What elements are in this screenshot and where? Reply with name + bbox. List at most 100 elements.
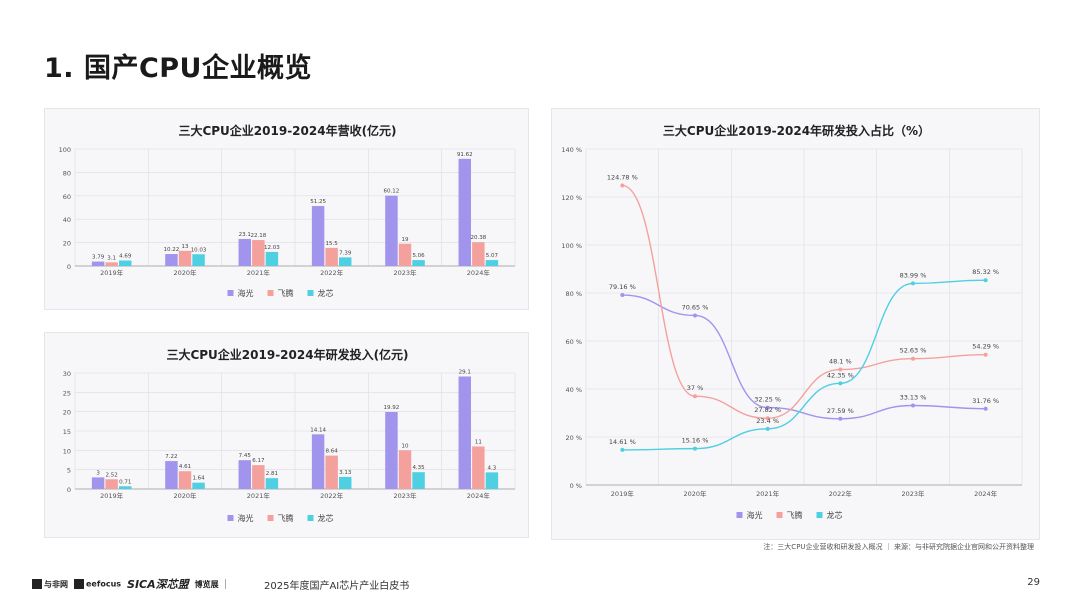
x-tick-label: 2020年	[683, 489, 707, 498]
data-label: 4.3	[488, 465, 497, 471]
bar	[91, 261, 105, 266]
y-tick-label: 0	[67, 263, 71, 271]
bar	[311, 434, 325, 489]
x-tick-label: 2024年	[974, 489, 998, 498]
y-tick-label: 20 %	[565, 434, 582, 442]
y-tick-label: 0 %	[570, 482, 582, 490]
legend-label: 飞腾	[278, 513, 294, 523]
y-tick-label: 10	[63, 447, 71, 455]
data-label: 4.61	[179, 464, 191, 470]
bar	[385, 195, 398, 266]
logo-sica: SICA深芯盟	[127, 578, 189, 591]
y-tick-label: 80 %	[565, 290, 582, 298]
data-label: 10.03	[191, 247, 207, 253]
data-point	[620, 293, 625, 298]
bar	[485, 472, 499, 489]
x-tick-label: 2021年	[756, 489, 780, 498]
data-label: 7.39	[339, 250, 352, 256]
data-point	[911, 403, 915, 408]
logo-bolan: 博览展	[194, 579, 219, 589]
data-label: 10	[402, 443, 409, 449]
data-label: 52.63 %	[900, 347, 927, 355]
x-tick-label: 2024年	[467, 491, 491, 500]
data-label: 15.5	[326, 241, 339, 247]
y-tick-label: 100	[59, 146, 71, 154]
rnd-ratio-chart-panel: 三大CPU企业2019-2024年研发投入占比（%） 0 % 20 % 40 % 60 …	[551, 108, 1040, 540]
bar	[325, 247, 338, 266]
bar	[385, 411, 398, 489]
legend-swatch	[267, 290, 274, 296]
data-label: 0.71	[119, 479, 131, 485]
data-label: 79.16 %	[609, 283, 636, 291]
legend-swatch	[227, 290, 234, 296]
rnd-chart-panel: 三大CPU企业2019-2024年研发投入(亿元) 0 5 10 15 20 25 30 3 2.…	[44, 332, 529, 538]
data-point	[693, 394, 697, 399]
data-label: 48.1 %	[829, 358, 852, 366]
x-tick-label: 2020年	[173, 268, 197, 277]
bar	[265, 251, 279, 266]
legend-label: 海光	[238, 288, 254, 298]
logo-eefocus: eefocus	[74, 579, 121, 589]
x-tick-label: 2019年	[100, 491, 124, 500]
yufei-logo-icon	[32, 579, 42, 589]
data-label: 19	[402, 237, 409, 243]
data-label: 7.22	[165, 454, 177, 460]
page-title: 1. 国产CPU企业概览	[44, 53, 312, 84]
chart-title: 三大CPU企业2019-2024年研发投入占比（%）	[663, 123, 930, 138]
eefocus-logo-icon	[74, 579, 84, 589]
rnd-ratio-line-chart: 三大CPU企业2019-2024年研发投入占比（%） 0 % 20 % 40 % 60 …	[561, 123, 1023, 520]
data-label: 42.35 %	[827, 371, 854, 379]
data-label: 23.1	[239, 232, 251, 238]
data-label: 4.35	[412, 465, 425, 471]
x-tick-label: 2021年	[247, 491, 271, 500]
partner-logos: 与非网 eefocus SICA深芯盟 博览展	[32, 576, 226, 592]
x-tick-label: 2023年	[393, 268, 417, 277]
x-tick-label: 2019年	[100, 268, 124, 277]
data-label: 29.1	[459, 369, 471, 375]
data-label: 14.61 %	[609, 438, 636, 446]
x-tick-label: 2022年	[320, 491, 344, 500]
data-point	[838, 381, 843, 386]
bar	[311, 206, 325, 266]
data-label: 22.18	[250, 233, 266, 239]
y-tick-label: 20	[63, 240, 71, 248]
data-point	[693, 446, 697, 451]
bar	[238, 238, 251, 266]
x-tick-label: 2024年	[467, 268, 491, 277]
y-tick-label: 0	[67, 486, 71, 494]
legend-swatch	[307, 515, 314, 521]
bar	[325, 455, 338, 489]
y-tick-label: 25	[63, 389, 71, 397]
bar	[398, 450, 412, 489]
bar	[398, 243, 412, 266]
data-label: 1.64	[192, 476, 205, 482]
legend-label: 飞腾	[278, 288, 294, 298]
data-label: 91.62	[457, 152, 473, 158]
source-note: 注：三大CPU企业营收和研发投入概况 ｜ 来源：与非研究院据企业官网和公开资料整…	[763, 543, 1034, 551]
x-tick-label: 2022年	[320, 268, 344, 277]
y-tick-label: 100 %	[561, 242, 582, 250]
y-tick-label: 40	[63, 216, 71, 224]
footer: 与非网 eefocus SICA深芯盟 博览展 2025年度国产AI芯片产业白皮…	[32, 576, 1040, 592]
data-label: 6.17	[252, 458, 265, 464]
data-point	[620, 447, 625, 452]
legend-label: 海光	[747, 510, 763, 520]
data-label: 19.92	[384, 405, 400, 411]
data-label: 3.13	[339, 470, 352, 476]
revenue-chart-panel: 三大CPU企业2019-2024年营收(亿元) 0 20 40 60 80 100 3.79 3…	[44, 108, 529, 310]
data-label: 31.76 %	[972, 397, 999, 405]
data-label: 4.69	[119, 254, 132, 260]
data-label: 13	[182, 244, 189, 250]
y-tick-label: 140 %	[561, 146, 582, 154]
bar	[91, 477, 105, 489]
legend-label: 龙芯	[318, 513, 334, 523]
bar	[192, 254, 205, 266]
data-label: 3.1	[107, 255, 116, 261]
data-label: 33.13 %	[900, 393, 927, 401]
data-label: 37 %	[687, 384, 704, 392]
data-label: 23.4 %	[756, 417, 779, 425]
bar	[412, 472, 425, 489]
data-point	[838, 416, 843, 421]
chart-title: 三大CPU企业2019-2024年营收(亿元)	[178, 123, 396, 138]
data-label: 27.82 %	[754, 406, 781, 414]
